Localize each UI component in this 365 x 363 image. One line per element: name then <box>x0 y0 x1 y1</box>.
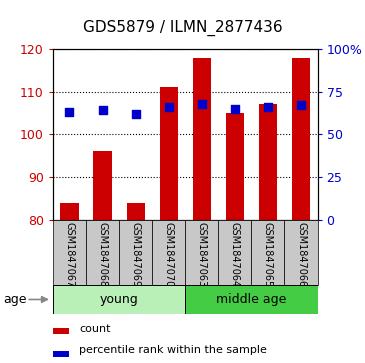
Text: GSM1847065: GSM1847065 <box>263 222 273 287</box>
Point <box>232 106 238 111</box>
Bar <box>218 220 251 285</box>
Bar <box>119 220 152 285</box>
Text: GSM1847069: GSM1847069 <box>131 222 141 287</box>
Point <box>265 104 271 110</box>
Bar <box>127 203 145 220</box>
Bar <box>53 329 69 334</box>
Text: GSM1847070: GSM1847070 <box>164 222 174 287</box>
Text: GSM1847064: GSM1847064 <box>230 222 240 287</box>
Text: count: count <box>80 323 111 334</box>
Text: young: young <box>100 293 138 306</box>
Bar <box>93 151 112 220</box>
Text: percentile rank within the sample: percentile rank within the sample <box>80 345 267 355</box>
Bar <box>53 351 69 357</box>
Point <box>199 101 205 106</box>
Text: GSM1847068: GSM1847068 <box>97 222 108 287</box>
Bar <box>226 113 244 220</box>
Text: GSM1847066: GSM1847066 <box>296 222 306 287</box>
Bar <box>193 57 211 220</box>
Point <box>166 104 172 110</box>
Point <box>100 107 105 113</box>
Bar <box>160 87 178 220</box>
Bar <box>86 220 119 285</box>
Bar <box>60 203 78 220</box>
Bar <box>53 220 86 285</box>
Text: age: age <box>4 293 27 306</box>
Point <box>66 109 72 115</box>
Text: GSM1847067: GSM1847067 <box>65 222 74 287</box>
Bar <box>53 285 185 314</box>
Bar <box>185 220 218 285</box>
Text: middle age: middle age <box>216 293 287 306</box>
Bar <box>292 57 310 220</box>
Bar <box>284 220 318 285</box>
Bar <box>185 285 318 314</box>
Text: GDS5879 / ILMN_2877436: GDS5879 / ILMN_2877436 <box>83 20 282 36</box>
Point <box>298 102 304 108</box>
Text: GSM1847063: GSM1847063 <box>197 222 207 287</box>
Bar <box>259 105 277 220</box>
Bar <box>251 220 284 285</box>
Point <box>133 111 139 117</box>
Bar <box>152 220 185 285</box>
